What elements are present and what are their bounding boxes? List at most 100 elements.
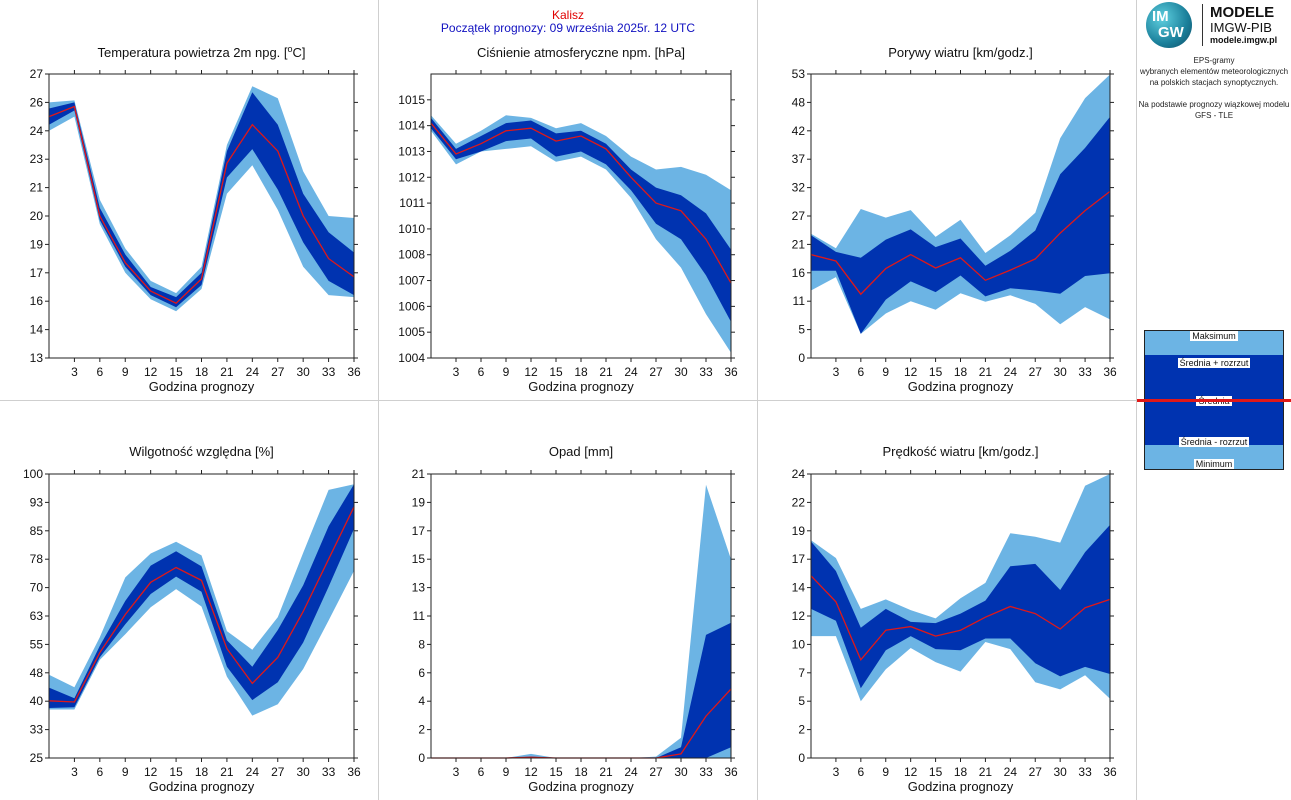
pres-y-tick-label: 1007 bbox=[398, 274, 425, 288]
precip-outer-band bbox=[431, 484, 731, 758]
precip-x-tick-label: 9 bbox=[503, 765, 510, 779]
temp-y-tick-label: 14 bbox=[30, 323, 44, 337]
temp-y-tick-label: 16 bbox=[30, 294, 44, 308]
precip-x-tick-label: 18 bbox=[574, 765, 588, 779]
hum-x-tick-label: 9 bbox=[122, 765, 129, 779]
gusts-mean-line bbox=[810, 190, 1111, 296]
wind-y-tick-label: 14 bbox=[792, 581, 806, 595]
logo-gw: GW bbox=[1158, 24, 1184, 41]
pres-x-tick-label: 21 bbox=[599, 365, 613, 379]
temp-y-tick-label: 13 bbox=[30, 351, 44, 365]
logo-modele: MODELE bbox=[1210, 4, 1275, 21]
wind-x-tick-label: 6 bbox=[857, 765, 864, 779]
precip-y-tick-label: 8 bbox=[418, 637, 425, 651]
gusts-y-tick-label: 48 bbox=[792, 95, 806, 109]
pres-x-tick-label: 27 bbox=[649, 365, 663, 379]
temp-y-tick-label: 19 bbox=[30, 237, 44, 251]
legend-mean-plus: Średnia + rozrzut bbox=[1177, 358, 1251, 368]
precip-x-tick-label: 12 bbox=[524, 765, 538, 779]
hum-x-tick-label: 6 bbox=[96, 765, 103, 779]
wind-title: Prędkość wiatru [km/godz.] bbox=[882, 444, 1038, 459]
precip-y-tick-label: 2 bbox=[418, 723, 425, 737]
temp-y-tick-label: 26 bbox=[30, 95, 44, 109]
temp-y-tick-label: 20 bbox=[30, 209, 44, 223]
gusts-y-tick-label: 5 bbox=[798, 323, 805, 337]
gusts-x-tick-label: 6 bbox=[857, 365, 864, 379]
info-line: Na podstawie prognozy wiązkowej modelu bbox=[1138, 100, 1290, 109]
grid-h1 bbox=[0, 400, 1136, 401]
logo-emblem: IM GW bbox=[1146, 2, 1192, 48]
logo-imgw: IMGW-PIB bbox=[1210, 20, 1272, 35]
wind-x-tick-label: 36 bbox=[1103, 765, 1117, 779]
forecast-start: Początek prognozy: 09 września 2025r. 12… bbox=[440, 21, 696, 35]
temp-x-tick-label: 9 bbox=[122, 365, 129, 379]
precip-inner-band bbox=[431, 622, 731, 758]
hum-y-tick-label: 70 bbox=[30, 581, 44, 595]
pres-x-tick-label: 9 bbox=[503, 365, 510, 379]
logo-url: modele.imgw.pl bbox=[1210, 35, 1278, 45]
wind-y-tick-label: 12 bbox=[792, 609, 806, 623]
gusts-y-tick-label: 16 bbox=[792, 266, 806, 280]
pres-y-tick-label: 1004 bbox=[398, 351, 425, 365]
temp-x-tick-label: 18 bbox=[195, 365, 209, 379]
temp-y-tick-label: 21 bbox=[30, 181, 44, 195]
hum-y-tick-label: 63 bbox=[30, 609, 44, 623]
pres-inner-band bbox=[431, 117, 731, 322]
gusts-x-tick-label: 21 bbox=[979, 365, 993, 379]
pres-y-tick-label: 1012 bbox=[398, 170, 425, 184]
precip-x-tick-label: 33 bbox=[699, 765, 713, 779]
hum-x-tick-label: 3 bbox=[71, 765, 78, 779]
gusts-x-tick-label: 36 bbox=[1103, 365, 1117, 379]
gusts-y-tick-label: 42 bbox=[792, 124, 806, 138]
temp-x-tick-label: 15 bbox=[169, 365, 183, 379]
temp-y-tick-label: 24 bbox=[30, 124, 44, 138]
gusts-x-tick-label: 15 bbox=[929, 365, 943, 379]
gusts-x-tick-label: 9 bbox=[882, 365, 889, 379]
wind-x-tick-label: 3 bbox=[833, 765, 840, 779]
hum-title: Wilgotność względna [%] bbox=[129, 444, 274, 459]
hum-y-tick-label: 93 bbox=[30, 495, 44, 509]
gusts-x-label: Godzina prognozy bbox=[908, 379, 1014, 394]
temp-inner-band bbox=[49, 92, 354, 308]
precip-y-tick-label: 6 bbox=[418, 666, 425, 680]
gusts-x-tick-label: 27 bbox=[1029, 365, 1043, 379]
precip-x-tick-label: 6 bbox=[478, 765, 485, 779]
precip-x-tick-label: 24 bbox=[624, 765, 638, 779]
wind-mean-line bbox=[810, 575, 1111, 662]
legend-max: Maksimum bbox=[1190, 331, 1238, 341]
precip-title: Opad [mm] bbox=[549, 444, 613, 459]
precip-x-tick-label: 27 bbox=[649, 765, 663, 779]
temp-x-tick-label: 6 bbox=[96, 365, 103, 379]
temp-x-tick-label: 36 bbox=[347, 365, 361, 379]
legend-min: Minimum bbox=[1193, 459, 1235, 469]
precip-y-tick-label: 15 bbox=[412, 552, 426, 566]
wind-y-tick-label: 2 bbox=[798, 723, 805, 737]
hum-y-tick-label: 25 bbox=[30, 751, 44, 765]
hum-y-tick-label: 78 bbox=[30, 552, 44, 566]
pres-x-tick-label: 12 bbox=[524, 365, 538, 379]
hum-x-tick-label: 33 bbox=[322, 765, 336, 779]
hum-x-label: Godzina prognozy bbox=[149, 779, 255, 794]
temp-title: Temperatura powietrza 2m npg. [oC] bbox=[97, 44, 305, 60]
pres-y-tick-label: 1014 bbox=[398, 119, 425, 133]
pres-y-tick-label: 1015 bbox=[398, 93, 425, 107]
precip-y-tick-label: 4 bbox=[418, 694, 425, 708]
hum-x-tick-label: 18 bbox=[195, 765, 209, 779]
imgw-logo[interactable]: IM GW MODELE IMGW-PIB modele.imgw.pl bbox=[1146, 2, 1288, 48]
wind-x-tick-label: 33 bbox=[1078, 765, 1092, 779]
info-line: GFS - TLE bbox=[1194, 111, 1234, 120]
pres-y-tick-label: 1010 bbox=[398, 222, 425, 236]
gusts-y-tick-label: 11 bbox=[793, 294, 806, 308]
gusts-y-tick-label: 32 bbox=[792, 181, 806, 195]
hum-y-tick-label: 33 bbox=[30, 723, 44, 737]
hum-x-tick-label: 27 bbox=[271, 765, 285, 779]
gusts-x-tick-label: 3 bbox=[833, 365, 840, 379]
wind-y-tick-label: 10 bbox=[792, 637, 806, 651]
precip-y-tick-label: 19 bbox=[412, 495, 426, 509]
hum-y-tick-label: 100 bbox=[23, 467, 43, 481]
precip-x-tick-label: 21 bbox=[599, 765, 613, 779]
temp-y-tick-label: 23 bbox=[30, 152, 44, 166]
temp-x-tick-label: 12 bbox=[144, 365, 158, 379]
wind-y-tick-label: 24 bbox=[792, 467, 806, 481]
